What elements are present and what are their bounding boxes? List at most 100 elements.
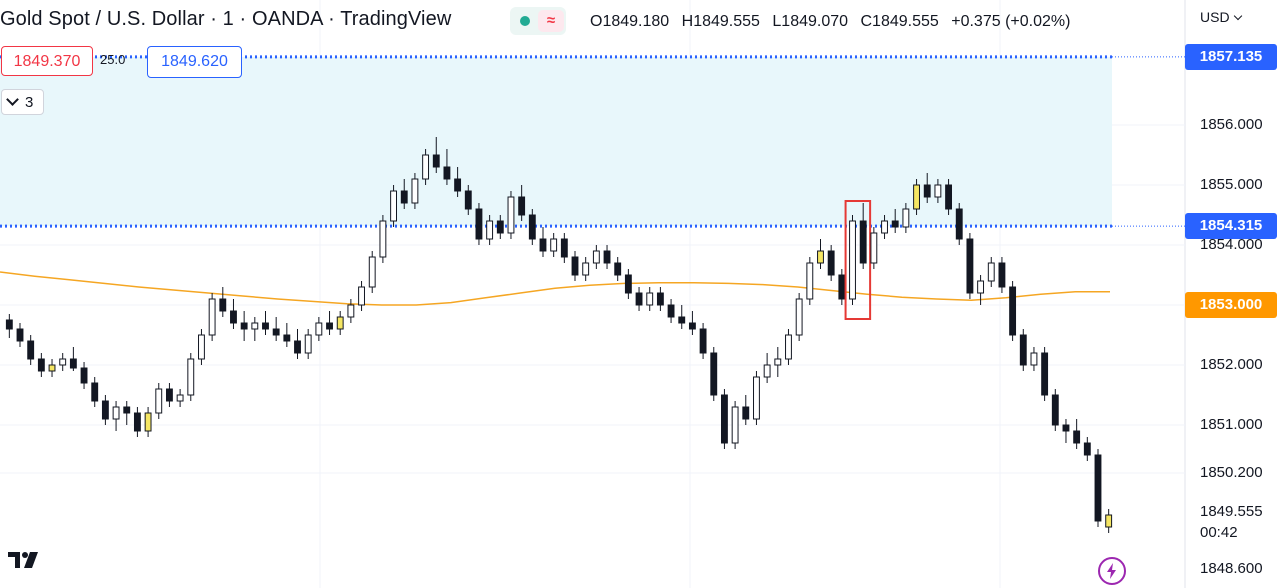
candle-body [80, 367, 88, 384]
candle-body [678, 316, 686, 324]
candle-body [112, 406, 120, 420]
candle-body [1073, 430, 1081, 444]
candle-body [422, 154, 430, 180]
candle-body [795, 298, 803, 336]
candle-body [934, 184, 942, 198]
ohlc-change: +0.375 (+0.02%) [951, 13, 1071, 30]
candle-body [400, 190, 408, 204]
candle-body [198, 334, 205, 360]
candle-body [891, 220, 899, 228]
candle-body [379, 220, 387, 258]
ohlc-low: L1849.070 [772, 13, 849, 30]
indicators-collapse-button[interactable]: 3 [1, 89, 44, 115]
candle-body [37, 358, 45, 372]
price-axis-tick: 1851.000 [1200, 416, 1263, 433]
candle-body [667, 304, 675, 318]
moving-average-line [0, 271, 1110, 306]
candle-body [432, 154, 440, 168]
candle-body [165, 388, 173, 402]
candle-body [966, 238, 974, 294]
approx-wave-icon[interactable]: ≈ [538, 10, 564, 32]
candle-body [475, 208, 483, 240]
candle-body [486, 220, 494, 240]
candle-body [902, 208, 910, 228]
currency-label: USD [1200, 9, 1230, 25]
candle-body [69, 358, 77, 369]
candle-body [806, 262, 814, 300]
price-axis-tick: 1849.555 [1200, 502, 1263, 520]
candle-body [753, 376, 760, 420]
candle-body [16, 328, 24, 342]
sell-button[interactable]: 1849.370 [1, 46, 93, 76]
candle-body [646, 292, 654, 306]
candle-body [881, 220, 888, 234]
symbol-title[interactable]: Gold Spot / U.S. Dollar · 1 · OANDA · Tr… [0, 8, 452, 30]
candle-body [528, 214, 536, 240]
candle-body [774, 358, 782, 366]
candle-body [614, 262, 622, 276]
candle-body [539, 238, 547, 252]
candle-body [1041, 352, 1049, 396]
candle-body [1105, 514, 1113, 528]
candle-body [123, 406, 131, 414]
highlight-box [844, 200, 872, 320]
candle-body [1062, 424, 1070, 432]
candle-body [699, 328, 707, 354]
price-axis-tick: 1855.000 [1200, 176, 1263, 193]
candle-body [507, 196, 515, 234]
candle-body [390, 190, 398, 222]
candle-body [240, 322, 248, 330]
chevron-down-icon [1233, 11, 1242, 21]
candle-body [624, 274, 632, 294]
candle-body [945, 184, 953, 210]
candle-body [859, 220, 867, 264]
candle-body [155, 388, 163, 414]
candle-body [742, 406, 750, 420]
market-open-dot-icon [520, 16, 530, 26]
bar-countdown: 00:42 [1200, 524, 1238, 541]
candle-body [176, 394, 184, 402]
candle-body [1019, 334, 1027, 366]
candle-body [368, 256, 376, 288]
price-axis-tick: 1856.000 [1200, 116, 1263, 133]
candle-body [326, 322, 333, 330]
candle-body [603, 250, 611, 264]
candle-body [251, 322, 259, 330]
candle-body [411, 178, 419, 204]
ohlc-close: C1849.555 [860, 13, 939, 30]
candle-body [347, 304, 355, 318]
candle-body [304, 334, 312, 354]
price-axis-tick: 1852.000 [1200, 356, 1263, 373]
candle-body [913, 184, 920, 210]
candle-body [1094, 454, 1102, 522]
ohlc-open: O1849.180 [590, 13, 670, 30]
candle-body [358, 286, 365, 306]
currency-selector[interactable]: USD [1200, 9, 1242, 25]
candle-body [208, 298, 216, 336]
candle-body [5, 319, 13, 330]
tradingview-logo-icon[interactable] [6, 548, 42, 572]
candle-body [785, 334, 792, 360]
candle-body [838, 274, 846, 300]
market-status-pill[interactable]: ≈ [510, 7, 566, 35]
candle-body [133, 412, 141, 432]
candle-body [1030, 352, 1038, 366]
candle-body [101, 400, 109, 420]
candle-body [219, 298, 227, 312]
candle-body [1009, 286, 1017, 336]
price-axis-tick: 1854.000 [1200, 236, 1263, 253]
candle-body [998, 262, 1006, 288]
lightning-icon[interactable] [1098, 557, 1126, 585]
candle-body [870, 232, 878, 264]
candle-body [560, 238, 568, 258]
candle-body [187, 358, 195, 396]
candle-body [827, 250, 835, 276]
candle-body [262, 322, 269, 330]
candle-body [1083, 442, 1091, 456]
candle-body [710, 352, 718, 396]
candle-body [91, 382, 99, 402]
candle-body [582, 262, 590, 276]
buy-button[interactable]: 1849.620 [147, 46, 242, 78]
